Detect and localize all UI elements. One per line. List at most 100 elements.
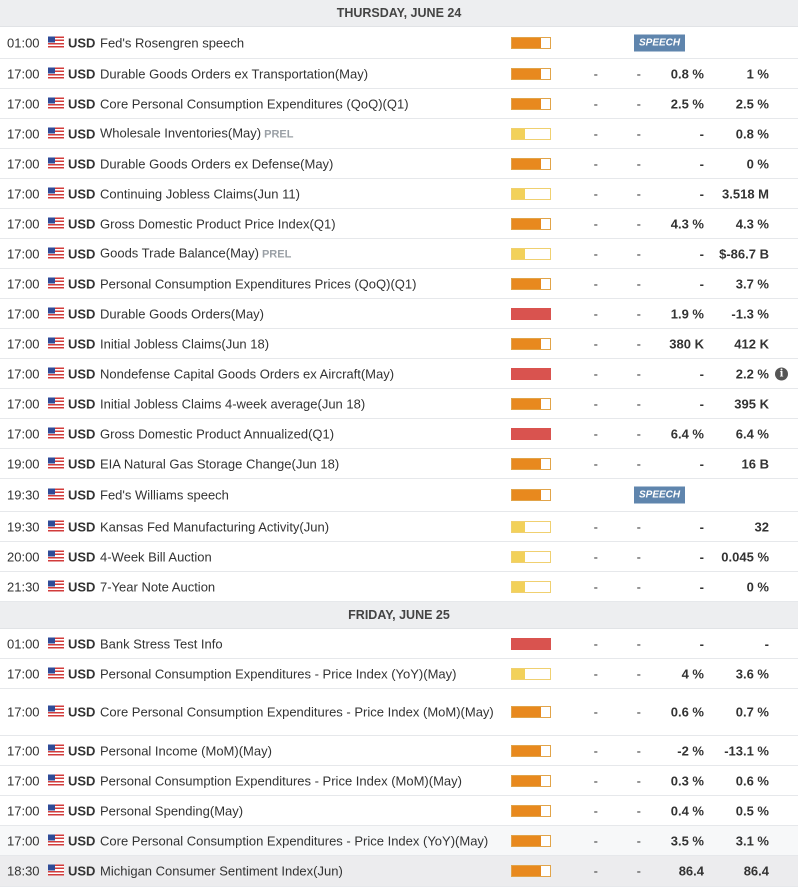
- previous-value: 412 K: [734, 336, 769, 351]
- event-time: 17:00: [7, 336, 40, 351]
- event-name[interactable]: Core Personal Consumption Expenditures (…: [100, 95, 505, 112]
- event-name[interactable]: Continuing Jobless Claims(Jun 11): [100, 185, 505, 202]
- event-row[interactable]: 19:30 USD Fed's Williams speech SPEECH: [0, 479, 798, 512]
- event-row[interactable]: 01:00 USD Bank Stress Test Info - - - -: [0, 629, 798, 659]
- event-name-text: Initial Jobless Claims 4-week average(Ju…: [100, 396, 366, 411]
- deviation-value: -: [636, 743, 641, 758]
- impact-bar: [511, 520, 551, 533]
- consensus-value: -: [699, 456, 704, 471]
- event-name[interactable]: Gross Domestic Product Price Index(Q1): [100, 215, 505, 232]
- event-row[interactable]: 17:00 USD Durable Goods Orders(May) - - 1.9 %…: [0, 299, 798, 329]
- event-row[interactable]: 17:00 USD Durable Goods Orders ex Defense(…: [0, 149, 798, 179]
- event-name[interactable]: 4-Week Bill Auction: [100, 548, 505, 565]
- deviation-value: -: [636, 66, 641, 81]
- event-currency: USD: [68, 863, 96, 879]
- event-name[interactable]: Personal Consumption Expenditures - Pric…: [100, 772, 505, 789]
- event-name[interactable]: EIA Natural Gas Storage Change(Jun 18): [100, 455, 505, 472]
- event-row[interactable]: 01:00 USD Fed's Rosengren speech SPEECH: [0, 27, 798, 59]
- event-name[interactable]: Fed's Williams speech: [100, 487, 505, 504]
- consensus-value: 6.4 %: [670, 426, 704, 441]
- consensus-value: -: [699, 549, 704, 564]
- deviation-value: -: [636, 666, 641, 681]
- event-name[interactable]: Core Personal Consumption Expenditures -…: [100, 832, 505, 849]
- us-flag-icon: [48, 864, 64, 876]
- event-currency: USD: [68, 549, 96, 564]
- deviation-value: -: [636, 126, 641, 141]
- actual-value: -: [593, 126, 598, 141]
- event-row[interactable]: 17:00 USD Core Personal Consumption Expend…: [0, 689, 798, 736]
- event-row[interactable]: 17:00 USD Personal Spending(May) - - 0.4 % 0.5…: [0, 796, 798, 826]
- us-flag-icon: [48, 307, 64, 318]
- event-row[interactable]: 17:00 USD Personal Consumption Expenditure…: [0, 659, 798, 689]
- event-row[interactable]: 17:00 USD Goods Trade Balance(May) PREL - - - $…: [0, 239, 798, 269]
- speech-badge[interactable]: SPEECH: [634, 486, 686, 504]
- event-row[interactable]: 17:00 USD Personal Consumption Expenditure…: [0, 766, 798, 796]
- us-flag-icon: [48, 217, 64, 228]
- event-name[interactable]: 7-Year Note Auction: [100, 578, 505, 595]
- event-name[interactable]: Nondefense Capital Goods Orders ex Aircr…: [100, 365, 505, 382]
- previous-value: 16 B: [741, 456, 769, 471]
- us-flag-icon: [48, 744, 64, 755]
- event-name[interactable]: Personal Income (MoM)(May): [100, 742, 505, 759]
- previous-value: 0 %: [746, 579, 769, 594]
- event-name[interactable]: Goods Trade Balance(May) PREL: [100, 244, 505, 263]
- info-icon[interactable]: i: [775, 367, 788, 380]
- event-currency: USD: [68, 743, 96, 758]
- event-name[interactable]: Personal Consumption Expenditures Prices…: [100, 275, 505, 292]
- event-name-text: Personal Income (MoM)(May): [100, 743, 272, 758]
- event-currency: USD: [68, 306, 96, 321]
- event-row[interactable]: 17:00 USD Personal Income (MoM)(May) - - -2 %…: [0, 736, 798, 766]
- event-name[interactable]: Initial Jobless Claims(Jun 18): [100, 335, 505, 352]
- consensus-value: -: [699, 636, 704, 651]
- event-currency: USD: [68, 487, 96, 503]
- event-row[interactable]: 17:00 USD Nondefense Capital Goods Orders …: [0, 359, 798, 389]
- event-row[interactable]: 17:00 USD Personal Consumption Expenditure…: [0, 269, 798, 299]
- impact-bar: [511, 637, 551, 650]
- event-name[interactable]: Core Personal Consumption Expenditures -…: [100, 704, 505, 721]
- deviation-value: -: [636, 636, 641, 651]
- event-currency: USD: [68, 666, 96, 681]
- event-name[interactable]: Personal Consumption Expenditures - Pric…: [100, 665, 505, 682]
- event-row[interactable]: 21:30 USD 7-Year Note Auction - - - 0 %: [0, 572, 798, 602]
- event-row[interactable]: 17:00 USD Core Personal Consumption Expend…: [0, 826, 798, 856]
- actual-value: -: [593, 833, 598, 848]
- impact-fill: [512, 805, 541, 816]
- event-row[interactable]: 19:00 USD EIA Natural Gas Storage Change(J…: [0, 449, 798, 479]
- previous-value: -: [764, 636, 769, 651]
- event-row[interactable]: 17:00 USD Continuing Jobless Claims(Jun 11…: [0, 179, 798, 209]
- previous-value: 0.6 %: [735, 773, 769, 788]
- event-name[interactable]: Gross Domestic Product Annualized(Q1): [100, 425, 505, 442]
- event-time: 21:30: [7, 579, 40, 594]
- event-name[interactable]: Durable Goods Orders ex Defense(May): [100, 155, 505, 172]
- impact-bar: [511, 489, 551, 501]
- impact-fill: [512, 745, 541, 756]
- event-row[interactable]: 17:00 USD Gross Domestic Product Price Ind…: [0, 209, 798, 239]
- event-name[interactable]: Bank Stress Test Info: [100, 635, 505, 652]
- impact-bar: [511, 667, 551, 680]
- event-row[interactable]: 18:30 USD Michigan Consumer Sentiment Inde…: [0, 856, 798, 887]
- event-row[interactable]: 19:30 USD Kansas Fed Manufacturing Activit…: [0, 512, 798, 542]
- event-row[interactable]: 17:00 USD Wholesale Inventories(May) PREL - -…: [0, 119, 798, 149]
- event-row[interactable]: 17:00 USD Durable Goods Orders ex Transpor…: [0, 59, 798, 89]
- event-name[interactable]: Personal Spending(May): [100, 802, 505, 819]
- impact-bar: [511, 865, 551, 877]
- event-row[interactable]: 17:00 USD Initial Jobless Claims 4-week av…: [0, 389, 798, 419]
- event-row[interactable]: 17:00 USD Initial Jobless Claims(Jun 18) - -…: [0, 329, 798, 359]
- event-name[interactable]: Michigan Consumer Sentiment Index(Jun): [100, 863, 505, 880]
- event-time: 17:00: [7, 666, 40, 681]
- event-row[interactable]: 17:00 USD Gross Domestic Product Annualize…: [0, 419, 798, 449]
- event-name[interactable]: Durable Goods Orders(May): [100, 305, 505, 322]
- event-name[interactable]: Fed's Rosengren speech: [100, 34, 505, 51]
- event-name[interactable]: Initial Jobless Claims 4-week average(Ju…: [100, 395, 505, 412]
- event-row[interactable]: 17:00 USD Core Personal Consumption Expend…: [0, 89, 798, 119]
- previous-value: 6.4 %: [735, 426, 769, 441]
- event-name[interactable]: Durable Goods Orders ex Transportation(M…: [100, 65, 505, 82]
- event-name-text: Wholesale Inventories(May): [100, 125, 262, 140]
- event-time: 19:30: [7, 487, 40, 503]
- consensus-value: -: [699, 246, 704, 261]
- event-row[interactable]: 20:00 USD 4-Week Bill Auction - - - 0.045 %: [0, 542, 798, 572]
- event-name[interactable]: Wholesale Inventories(May) PREL: [100, 124, 505, 143]
- us-flag-icon: [48, 36, 64, 47]
- speech-badge[interactable]: SPEECH: [634, 34, 686, 51]
- event-name[interactable]: Kansas Fed Manufacturing Activity(Jun): [100, 518, 505, 535]
